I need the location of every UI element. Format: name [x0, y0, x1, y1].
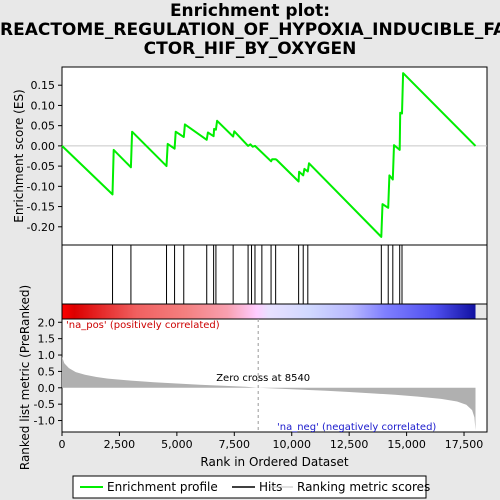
es-ytick-label: -0.05 — [27, 160, 55, 173]
es-ytick-label: -0.10 — [27, 180, 55, 193]
metric-axis-label: Ranked list metric (PreRanked) — [18, 285, 32, 470]
metric-ytick-label: 0.5 — [38, 365, 56, 378]
metric-ytick-label: 1.0 — [38, 349, 56, 362]
enrichment-profile-line — [61, 72, 477, 238]
title-line-2: REACTOME_REGULATION_OF_HYPOXIA_INDUCIBLE… — [0, 20, 500, 40]
es-ytick-label: 0.05 — [31, 120, 56, 133]
negative-correlation-label: 'na_neg' (negatively correlated) — [277, 422, 436, 433]
title-line-1: Enrichment plot: — [169, 1, 331, 21]
xtick-label: 10,000 — [272, 438, 311, 451]
xtick-label: 5,000 — [161, 438, 193, 451]
es-axis-label: Enrichment score (ES) — [12, 89, 26, 222]
title-line-3: CTOR_HIF_BY_OXYGEN — [143, 39, 357, 59]
legend-enrichment-label: Enrichment profile — [107, 480, 218, 494]
legend: Enrichment profile Hits Ranking metric sco… — [72, 475, 430, 499]
es-panel-frame — [61, 66, 488, 246]
x-axis-label: Rank in Ordered Dataset — [200, 455, 348, 469]
es-ytick-label: 0.10 — [31, 99, 56, 112]
xtick-label: 12,500 — [330, 438, 369, 451]
xtick-label: 7,500 — [219, 438, 251, 451]
metric-ytick-label: -1.0 — [34, 415, 55, 428]
metric-ytick-label: -0.5 — [34, 398, 55, 411]
metric-ytick-label: 0.0 — [38, 382, 56, 395]
legend-metric-label: Ranking metric scores — [297, 480, 430, 494]
ranking-color-bar — [62, 304, 476, 319]
positive-correlation-label: 'na_pos' (positively correlated) — [66, 320, 220, 331]
es-ytick-label: -0.15 — [27, 201, 55, 214]
es-ytick-label: -0.20 — [27, 221, 55, 234]
es-ytick-label: 0.00 — [31, 140, 56, 153]
metric-ytick-label: 2.0 — [38, 316, 56, 329]
xtick-label: 2,500 — [104, 438, 136, 451]
ranking-metric-area — [62, 356, 476, 431]
xtick-label: 15,000 — [387, 438, 426, 451]
hits-panel-frame — [61, 244, 488, 305]
metric-ytick-label: 1.5 — [38, 333, 56, 346]
es-ytick-label: 0.15 — [31, 79, 56, 92]
xtick-label: 0 — [59, 438, 66, 451]
chart-title: Enrichment plot: REACTOME_REGULATION_OF_… — [0, 2, 500, 59]
zero-cross-label: Zero cross at 8540 — [216, 373, 310, 384]
xtick-label: 17,500 — [445, 438, 484, 451]
